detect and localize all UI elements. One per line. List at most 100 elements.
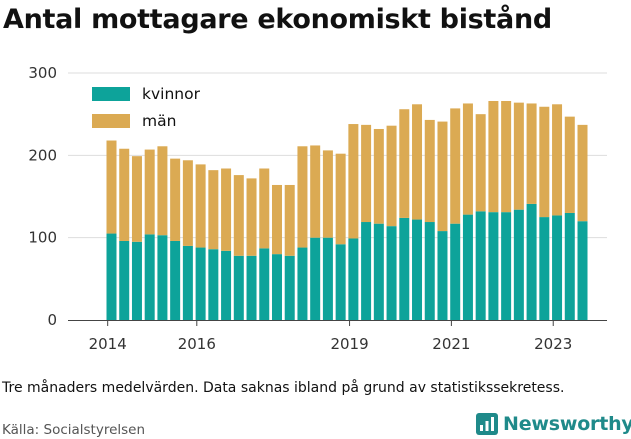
- bar-man: [526, 103, 537, 204]
- legend-label-man: män: [142, 112, 176, 130]
- bar-kvinnor: [221, 250, 232, 320]
- bar-man: [564, 116, 575, 213]
- bar-man: [119, 148, 130, 241]
- bar-man: [501, 100, 512, 213]
- bar-kvinnor: [412, 219, 423, 320]
- legend: kvinnor män: [92, 85, 201, 130]
- bar-man: [399, 109, 410, 218]
- bar-kvinnor: [208, 249, 219, 320]
- bar-man: [144, 149, 155, 235]
- bar-kvinnor: [157, 235, 168, 320]
- bar-man: [513, 102, 524, 210]
- bar-man: [361, 124, 372, 223]
- y-tick-label: 100: [28, 229, 57, 247]
- newsworthy-icon: [476, 413, 498, 435]
- bar-kvinnor: [144, 234, 155, 320]
- bar-man: [412, 104, 423, 220]
- bar-kvinnor: [182, 245, 193, 320]
- bar-man: [271, 184, 282, 255]
- bar-kvinnor: [564, 212, 575, 320]
- bar-man: [208, 170, 219, 250]
- bar-man: [348, 124, 359, 239]
- x-tick-label: 2021: [432, 335, 470, 353]
- y-tick-label: 0: [47, 311, 57, 329]
- bar-kvinnor: [246, 255, 257, 320]
- bar-man: [297, 146, 308, 248]
- bar-man: [131, 156, 142, 242]
- y-tick-label: 300: [28, 64, 57, 82]
- stacked-bar-chart: 0 100 200 300 2014 2016 2019 2021 2023 kvinnor …: [28, 64, 607, 353]
- x-tick-label: 2019: [330, 335, 368, 353]
- bar-kvinnor: [361, 222, 372, 320]
- bar-man: [106, 140, 117, 234]
- bar-kvinnor: [424, 222, 435, 320]
- bar-man: [322, 150, 333, 238]
- newsworthy-logo[interactable]: Newsworthy: [476, 411, 631, 437]
- legend-label-kvinnor: kvinnor: [142, 85, 201, 103]
- bar-man: [577, 124, 588, 222]
- bar-man: [386, 125, 397, 227]
- bar-kvinnor: [501, 212, 512, 320]
- bar-man: [424, 119, 435, 223]
- bar-man: [462, 103, 473, 215]
- bar-kvinnor: [106, 233, 117, 320]
- bar-kvinnor: [310, 237, 321, 320]
- x-tick-label: 2014: [89, 335, 127, 353]
- bar-man: [284, 184, 295, 256]
- legend-swatch-kvinnor: [92, 87, 130, 101]
- bar-man: [170, 158, 181, 241]
- bar-man: [246, 178, 257, 256]
- bar-kvinnor: [373, 223, 384, 320]
- bar-kvinnor: [577, 221, 588, 320]
- bar-kvinnor: [450, 223, 461, 320]
- chart-title: Antal mottagare ekonomiskt bistånd: [3, 4, 552, 35]
- y-tick-label: 200: [28, 146, 57, 164]
- bar-kvinnor: [233, 255, 244, 320]
- x-axis: 2014 2016 2019 2021 2023: [68, 320, 607, 353]
- bar-kvinnor: [552, 215, 563, 320]
- bar-kvinnor: [322, 237, 333, 320]
- legend-swatch-man: [92, 114, 130, 128]
- bars: [106, 100, 588, 320]
- bar-kvinnor: [259, 248, 270, 320]
- bar-kvinnor: [271, 254, 282, 320]
- bar-man: [488, 100, 499, 213]
- bar-man: [195, 164, 206, 248]
- bar-kvinnor: [195, 247, 206, 320]
- bar-man: [335, 153, 346, 245]
- bar-man: [373, 128, 384, 224]
- x-tick-label: 2023: [534, 335, 572, 353]
- bar-man: [259, 168, 270, 249]
- bar-kvinnor: [437, 231, 448, 320]
- bar-man: [221, 168, 232, 251]
- x-tick-label: 2016: [178, 335, 216, 353]
- bar-man: [233, 175, 244, 256]
- bar-kvinnor: [539, 217, 550, 320]
- bar-man: [552, 104, 563, 216]
- bar-kvinnor: [526, 203, 537, 320]
- brand-name: Newsworthy: [503, 413, 631, 435]
- chart-source: Källa: Socialstyrelsen: [2, 422, 146, 438]
- bar-man: [310, 145, 321, 238]
- bar-man: [437, 121, 448, 232]
- bar-man: [539, 106, 550, 218]
- bar-kvinnor: [284, 255, 295, 320]
- bar-kvinnor: [348, 238, 359, 320]
- bar-kvinnor: [462, 214, 473, 320]
- bar-kvinnor: [119, 240, 130, 320]
- bar-man: [157, 146, 168, 236]
- bar-man: [475, 114, 486, 212]
- bar-man: [450, 108, 461, 224]
- y-axis-ticks: 0 100 200 300: [28, 64, 57, 329]
- bar-kvinnor: [386, 226, 397, 320]
- bar-kvinnor: [335, 244, 346, 320]
- bar-kvinnor: [488, 212, 499, 320]
- chart-note: Tre månaders medelvärden. Data saknas ib…: [2, 380, 565, 396]
- bar-kvinnor: [170, 240, 181, 320]
- bar-kvinnor: [131, 241, 142, 320]
- bar-kvinnor: [297, 247, 308, 320]
- bar-kvinnor: [399, 217, 410, 320]
- bar-kvinnor: [513, 209, 524, 320]
- bar-kvinnor: [475, 211, 486, 320]
- bar-man: [182, 160, 193, 246]
